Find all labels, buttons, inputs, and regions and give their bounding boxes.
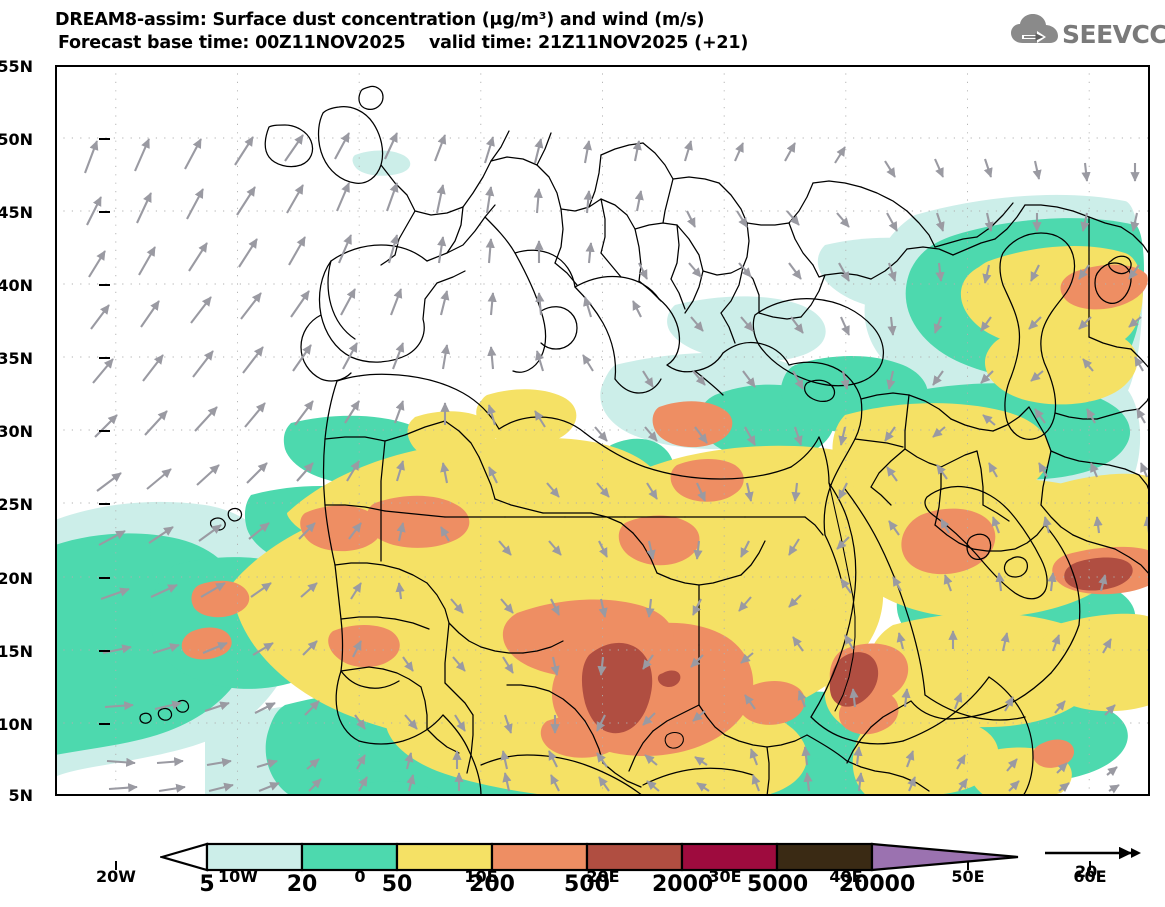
wind-reference-label: 20 (1075, 862, 1098, 881)
y-tick (99, 723, 110, 725)
seevccc-logo: SEEVCCC (1010, 13, 1165, 53)
y-axis-label-15n: 15N (0, 642, 33, 661)
x-axis-label-30e: 30E (708, 867, 742, 886)
colorbar[interactable]: 5 20 50 200 500 2000 5000 20000 (158, 842, 1020, 902)
colorbar-seg-5000-20000[interactable] (775, 842, 874, 872)
y-axis-label-20n: 20N (0, 569, 33, 588)
colorbar-seg-20-50[interactable] (300, 842, 399, 872)
y-axis-label-50n: 50N (0, 130, 33, 149)
map-canvas (55, 65, 1150, 796)
y-axis-label-5n: 5N (8, 786, 33, 805)
wind-arrow-icon (1045, 846, 1141, 860)
dust-band-500-2000 (581, 557, 1133, 734)
plot-frame-border (55, 65, 1150, 796)
cloud-arrow-icon (1011, 14, 1058, 43)
y-axis-label-45n: 45N (0, 203, 33, 222)
y-tick (99, 138, 110, 140)
x-tick (115, 861, 117, 870)
y-tick (99, 650, 110, 652)
colorbar-seg-200-500[interactable] (490, 842, 589, 872)
x-axis-label-10w: 10W (218, 867, 258, 886)
y-tick (99, 503, 110, 505)
colorbar-swatches[interactable] (158, 842, 1020, 872)
colorbar-label-500: 500 (564, 872, 610, 897)
page-title: DREAM8-assim: Surface dust concentration… (55, 10, 705, 30)
x-tick (1089, 861, 1091, 870)
forecast-time-subtitle: Forecast base time: 00Z11NOV2025 valid t… (58, 33, 749, 53)
chart-header: DREAM8-assim: Surface dust concentration… (0, 0, 1165, 60)
y-axis-label-10n: 10N (0, 715, 33, 734)
colorbar-label-50: 50 (381, 872, 413, 897)
colorbar-label-5: 5 (199, 872, 215, 897)
colorbar-label-200: 200 (469, 872, 515, 897)
x-axis-label-10e: 10E (464, 867, 498, 886)
x-axis-label-20e: 20E (586, 867, 620, 886)
x-axis-label-20w: 20W (96, 867, 136, 886)
colorbar-label-2000: 2000 (652, 872, 714, 897)
map-plot-area[interactable]: 55N 50N 45N 40N 35N 30N 25N 20N 15N 10N … (0, 57, 1150, 886)
y-axis-label-35n: 35N (0, 349, 33, 368)
colorbar-seg-5-20[interactable] (205, 842, 304, 872)
y-axis-label-30n: 30N (0, 422, 33, 441)
colorbar-label-20: 20 (286, 872, 318, 897)
dust-concentration-map[interactable] (55, 65, 1150, 796)
y-tick (99, 430, 110, 432)
colorbar-seg-50-200[interactable] (395, 842, 494, 872)
y-tick (99, 211, 110, 213)
colorbar-label-5000: 5000 (747, 872, 809, 897)
colorbar-extend-high[interactable] (870, 842, 1019, 872)
x-axis-label-0: 0 (354, 867, 366, 886)
x-tick (967, 861, 969, 870)
y-tick (99, 357, 110, 359)
y-tick (99, 284, 110, 286)
y-axis-label-55n: 55N (0, 57, 33, 76)
colorbar-seg-2000-5000[interactable] (680, 842, 779, 872)
x-axis-label-60e: 60E (1073, 867, 1107, 886)
y-tick (99, 577, 110, 579)
colorbar-label-20000: 20000 (838, 872, 916, 897)
wind-reference-vector: 20 (1035, 845, 1155, 890)
colorbar-seg-500-2000[interactable] (585, 842, 684, 872)
colorbar-extend-low[interactable] (158, 842, 209, 872)
y-axis-label-25n: 25N (0, 495, 33, 514)
wind-vector-field (84, 132, 1150, 794)
logo-text: SEEVCCC (1062, 20, 1165, 49)
x-axis-label-50e: 50E (951, 867, 985, 886)
y-axis-label-40n: 40N (0, 276, 33, 295)
x-axis-label-40e: 40E (829, 867, 863, 886)
